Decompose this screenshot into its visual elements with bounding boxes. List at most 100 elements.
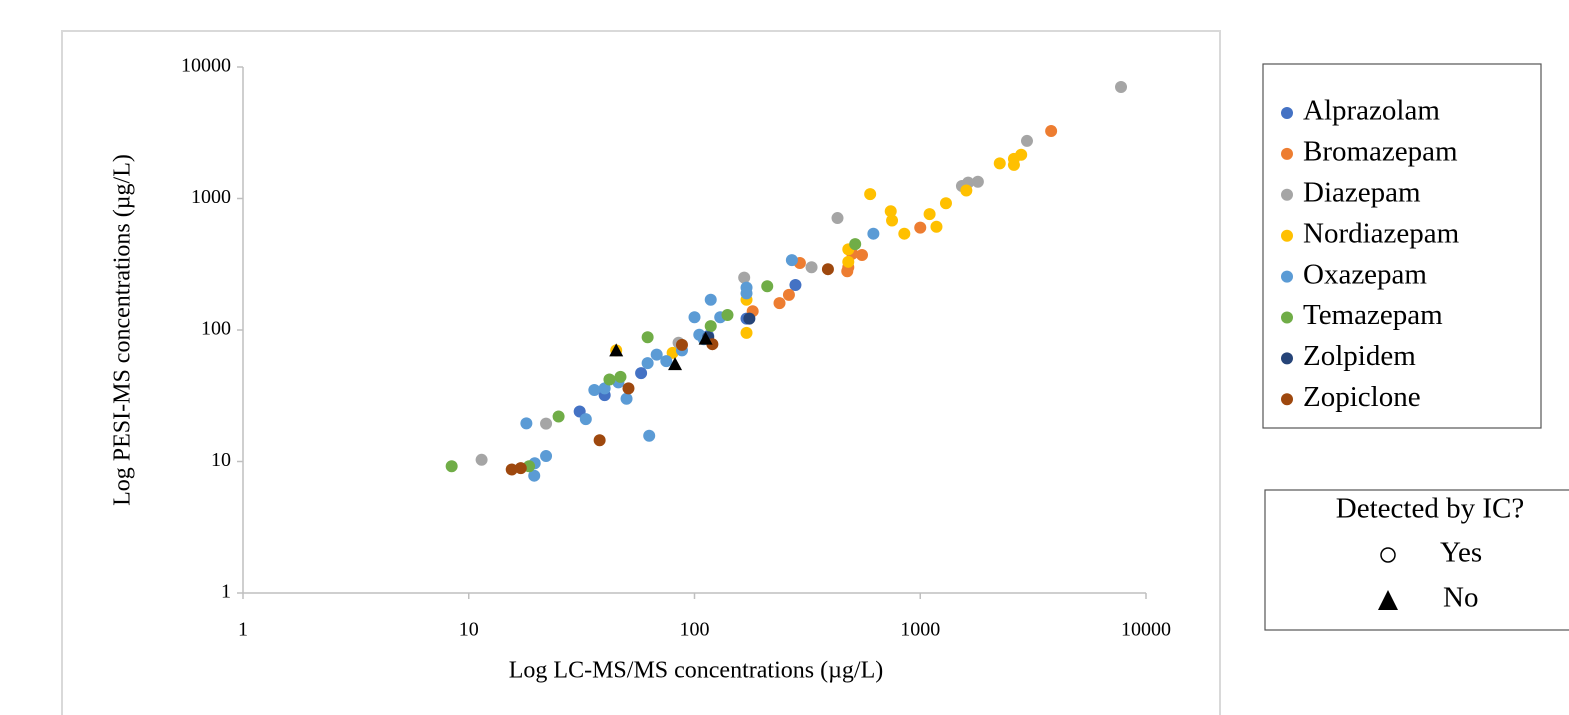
point: [993, 157, 1006, 170]
legend-label: Oxazepam: [1303, 258, 1427, 290]
point: [704, 320, 717, 333]
point: [923, 208, 936, 221]
legend-box: [1262, 63, 1542, 429]
point: [675, 338, 688, 351]
point: [773, 297, 786, 310]
point: [641, 331, 654, 344]
point: [841, 265, 854, 278]
point: [603, 373, 616, 386]
ic-no-symbol: [1378, 590, 1398, 610]
ic-legend-title: Detected by IC?: [1336, 493, 1524, 525]
point: [842, 255, 855, 268]
legend-marker: [1281, 147, 1293, 160]
point: [540, 417, 553, 430]
legend-label: Temazepam: [1303, 299, 1443, 331]
y-tick-label: 1: [221, 581, 231, 603]
y-tick-label: 10: [211, 449, 231, 471]
point: [540, 450, 553, 463]
point: [609, 343, 624, 357]
point: [1115, 81, 1128, 94]
point: [740, 287, 753, 300]
point: [971, 175, 984, 188]
point: [867, 227, 880, 240]
point: [688, 311, 701, 324]
ic-no-label: No: [1443, 582, 1478, 614]
legend-label: Alprazolam: [1303, 95, 1440, 127]
legend-marker: [1281, 311, 1293, 324]
point: [505, 463, 518, 476]
x-tick-label: 100: [680, 619, 710, 641]
point: [641, 357, 654, 370]
point: [660, 355, 673, 368]
point: [528, 469, 541, 482]
point: [914, 221, 927, 234]
point: [520, 417, 533, 430]
x-tick-label: 10000: [1121, 619, 1171, 641]
point: [593, 434, 606, 447]
point: [898, 227, 911, 240]
point: [738, 271, 751, 284]
legend-marker: [1281, 188, 1293, 201]
point: [650, 348, 663, 361]
point: [598, 382, 611, 395]
point: [475, 453, 488, 466]
point: [1020, 134, 1033, 147]
legend-label: Zopiclone: [1303, 381, 1421, 413]
legend-label: Bromazepam: [1303, 136, 1458, 168]
legend-marker: [1281, 393, 1293, 406]
legend-marker: [1281, 107, 1293, 119]
point: [614, 370, 627, 383]
point: [785, 254, 798, 267]
point: [782, 288, 795, 301]
point: [864, 188, 877, 201]
legend-marker: [1281, 352, 1293, 365]
x-axis-label: Log LC-MS/MS concentrations (µg/L): [509, 658, 883, 684]
point: [740, 326, 753, 339]
y-tick-label: 10000: [181, 55, 231, 77]
ic-legend-box: [1264, 489, 1569, 631]
point: [849, 238, 862, 251]
legend-label: Nordiazepam: [1303, 217, 1460, 249]
point: [643, 429, 656, 442]
point: [698, 331, 713, 345]
point: [514, 462, 527, 475]
point: [821, 263, 834, 276]
point: [831, 212, 844, 225]
x-tick-label: 1000: [900, 619, 940, 641]
point: [635, 367, 648, 380]
point: [704, 293, 717, 306]
point: [789, 278, 802, 291]
point: [721, 309, 734, 322]
legend-marker: [1281, 270, 1293, 283]
point: [884, 205, 897, 218]
point: [743, 312, 756, 325]
legend-label: Zolpidem: [1303, 340, 1416, 372]
legend-label: Diazepam: [1303, 176, 1421, 208]
point: [552, 410, 565, 423]
legend-marker: [1281, 229, 1293, 242]
point: [1045, 125, 1058, 138]
point: [666, 346, 679, 359]
point: [939, 197, 952, 210]
ic-yes-label: Yes: [1440, 537, 1482, 569]
point: [1007, 152, 1020, 165]
y-tick-label: 1000: [191, 186, 231, 208]
x-tick-label: 1: [238, 619, 248, 641]
point: [620, 392, 633, 405]
point: [805, 261, 818, 274]
point: [930, 220, 943, 233]
point: [761, 280, 774, 293]
ic-yes-symbol: [1380, 547, 1396, 563]
point: [445, 460, 458, 473]
point: [622, 382, 635, 395]
point: [588, 383, 601, 396]
point: [960, 184, 973, 197]
y-tick-label: 100: [201, 318, 231, 340]
point: [668, 357, 683, 371]
x-tick-label: 10: [459, 619, 479, 641]
point: [855, 248, 868, 261]
point: [886, 214, 899, 227]
y-axis-label: Log PESI-MS concentrations (µg/L): [110, 154, 136, 506]
point: [579, 413, 592, 426]
